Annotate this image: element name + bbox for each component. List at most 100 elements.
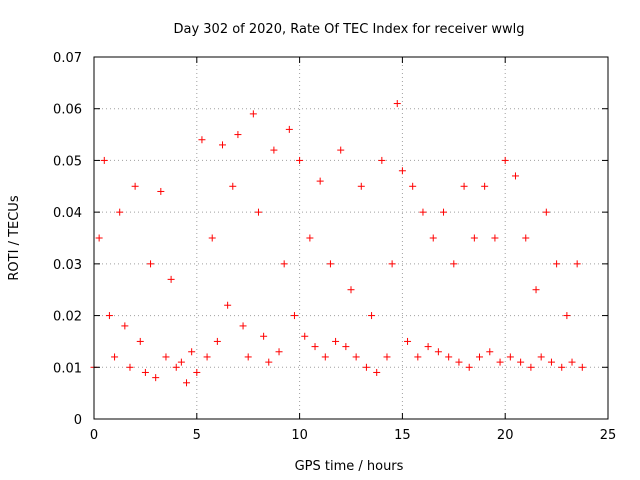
data-point xyxy=(429,234,437,242)
data-point xyxy=(131,182,139,190)
data-point xyxy=(239,322,247,330)
data-point xyxy=(527,363,535,371)
data-point xyxy=(332,337,340,345)
data-point xyxy=(249,110,257,118)
data-point xyxy=(198,136,206,144)
data-point xyxy=(506,353,514,361)
chart-title: Day 302 of 2020, Rate Of TEC Index for r… xyxy=(173,22,524,37)
data-point xyxy=(501,156,509,164)
data-point xyxy=(419,208,427,216)
data-point xyxy=(219,141,226,149)
data-point xyxy=(547,358,555,366)
data-point xyxy=(301,332,309,340)
y-tick-label: 0.04 xyxy=(53,206,82,221)
y-axis-label: ROTI / TECUs xyxy=(7,195,22,280)
data-point xyxy=(188,348,196,356)
data-point xyxy=(542,208,550,216)
data-point xyxy=(517,358,525,366)
data-point xyxy=(373,368,381,376)
data-point xyxy=(496,358,504,366)
data-point xyxy=(316,177,324,185)
data-point xyxy=(244,353,252,361)
y-tick-label: 0.03 xyxy=(53,258,82,273)
data-point xyxy=(100,156,108,164)
data-point xyxy=(409,182,417,190)
data-point xyxy=(306,234,314,242)
data-point xyxy=(368,312,376,320)
data-point xyxy=(357,182,365,190)
grid-lines xyxy=(94,57,608,419)
data-point xyxy=(476,353,483,361)
x-tick-label: 5 xyxy=(193,428,201,443)
data-point xyxy=(290,312,298,320)
plot-frame xyxy=(93,56,609,420)
data-point xyxy=(450,260,458,268)
data-point xyxy=(167,275,175,283)
data-point xyxy=(229,182,237,190)
data-point xyxy=(147,260,155,268)
data-point xyxy=(260,332,268,340)
data-point xyxy=(193,368,201,376)
data-point xyxy=(398,167,406,175)
data-point xyxy=(486,348,494,356)
data-point xyxy=(532,286,540,294)
data-point xyxy=(388,260,396,268)
data-point xyxy=(203,353,211,361)
data-point xyxy=(563,312,571,320)
data-point xyxy=(224,301,232,309)
data-point xyxy=(352,353,360,361)
data-point xyxy=(393,100,401,108)
data-point xyxy=(152,374,160,382)
data-point xyxy=(455,358,463,366)
data-points xyxy=(90,100,586,387)
data-point xyxy=(126,363,134,371)
x-tick-label: 0 xyxy=(90,428,98,443)
y-tick-label: 0.01 xyxy=(53,361,82,376)
data-point xyxy=(362,363,370,371)
data-point xyxy=(162,353,170,361)
data-point xyxy=(378,156,386,164)
y-tick-label: 0.07 xyxy=(53,51,82,66)
data-point xyxy=(326,260,334,268)
data-point xyxy=(414,353,422,361)
data-point xyxy=(558,363,566,371)
data-point xyxy=(172,363,180,371)
data-point xyxy=(177,358,185,366)
data-point xyxy=(537,353,545,361)
x-tick-label: 15 xyxy=(394,428,411,443)
data-point xyxy=(573,260,581,268)
x-tick-label: 25 xyxy=(600,428,617,443)
data-point xyxy=(321,353,329,361)
y-tick-label: 0.05 xyxy=(53,154,82,169)
data-point xyxy=(265,358,273,366)
data-point xyxy=(460,182,468,190)
data-point xyxy=(553,260,561,268)
data-point xyxy=(121,322,129,330)
data-point xyxy=(183,379,191,387)
data-point xyxy=(424,343,432,351)
data-point xyxy=(116,208,124,216)
data-point xyxy=(280,260,288,268)
data-point xyxy=(234,131,242,139)
data-point xyxy=(578,363,586,371)
data-point xyxy=(481,182,489,190)
data-point xyxy=(141,368,149,376)
data-point xyxy=(434,348,442,356)
data-point xyxy=(568,358,576,366)
data-point xyxy=(157,187,165,195)
data-point xyxy=(445,353,453,361)
data-point xyxy=(347,286,355,294)
data-point xyxy=(491,234,499,242)
data-point xyxy=(522,234,530,242)
data-point xyxy=(404,337,412,345)
x-axis-label: GPS time / hours xyxy=(295,459,404,474)
data-point xyxy=(111,353,119,361)
data-point xyxy=(213,337,221,345)
x-tick-label: 20 xyxy=(497,428,514,443)
data-point xyxy=(383,353,391,361)
y-tick-label: 0.06 xyxy=(53,103,82,118)
axis-ticks: 0 5 10 15 20 25 0 0.01 0.02 0.03 0.04 0.05 0.06 0.07 xyxy=(53,51,616,443)
data-point xyxy=(270,146,278,154)
data-point xyxy=(254,208,262,216)
